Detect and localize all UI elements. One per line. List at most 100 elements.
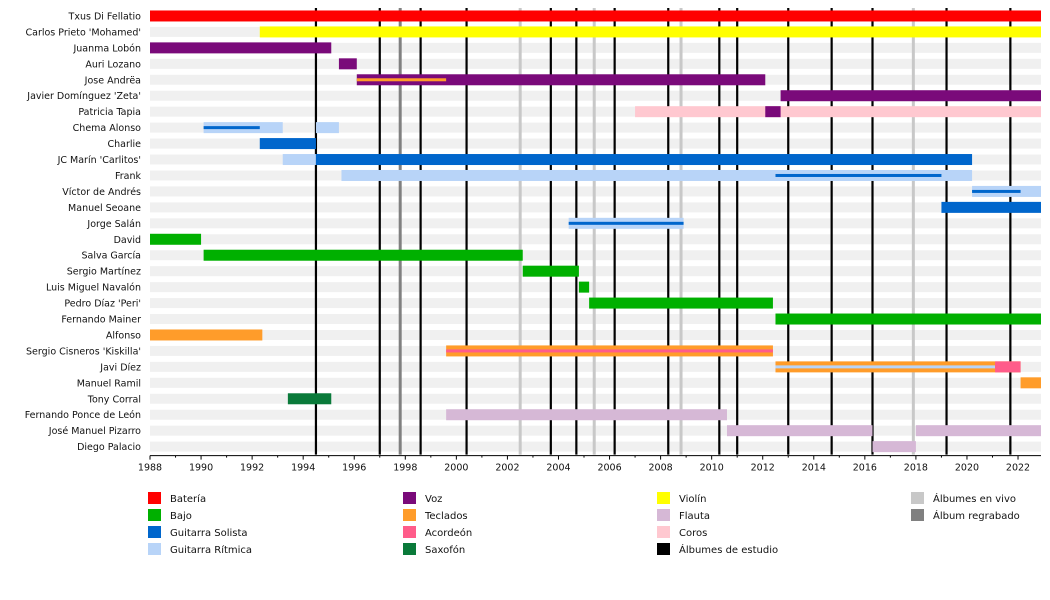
member-bar-teclados [1020,377,1041,389]
member-bar-guitarra-solista [972,189,1021,193]
member-bar-bajo [203,249,523,261]
member-bar-guitarra-ritmica [341,169,973,181]
legend-swatch-acordeon [403,526,416,538]
x-tick-label: 2018 [904,463,928,474]
member-bar-flauta [915,425,1041,437]
member-bar-guitarra-solista [941,201,1041,213]
member-name: Jorge Salán [86,219,141,230]
legend-label: Álbumes de estudio [679,543,778,556]
member-bar-guitarra-ritmica [282,154,316,166]
member-bar-flauta [446,409,727,421]
x-tick-label: 1992 [240,463,264,474]
member-bar-acordeon [446,349,773,353]
member-bar-voz [765,106,781,118]
legend-label: Bajo [170,511,192,522]
member-name: Fernando Mainer [61,315,141,326]
member-bar-voz [338,58,357,70]
member-bar-teclados [150,329,263,341]
member-bar-guitarra-solista [315,154,973,166]
legend-swatch-coros [657,526,670,538]
member-bars [150,10,1041,453]
member-name: Salva García [81,251,141,262]
member-name: Javi Díez [99,362,141,373]
x-tick-label: 2000 [444,463,468,474]
member-name: JC Marín 'Carlitos' [57,155,141,166]
x-tick-label: 1988 [138,463,162,474]
member-bar-guitarra-ritmica [315,122,339,134]
member-bar-bajo [589,297,773,309]
x-tick-label: 2020 [955,463,979,474]
x-tick-label: 1998 [393,463,417,474]
member-name: Víctor de Andrés [62,187,141,198]
legend-swatch-guitarra-solista [148,526,161,538]
member-bar-acordeon [995,361,1021,373]
member-name: Alfonso [106,330,141,341]
member-name: David [114,235,141,246]
member-bar-coros [635,106,1041,118]
legend-label: Álbum regrabado [933,509,1020,522]
x-tick-label: 2010 [700,463,724,474]
member-name: Sergio Martínez [67,267,141,278]
member-bar-flauta [872,441,916,453]
member-bar-violin [259,26,1041,38]
member-name: Auri Lozano [85,59,141,70]
legend-swatch-guitarra-ritmica [148,543,161,555]
member-bar-bajo [150,233,202,245]
legend-label: Saxofón [425,544,465,556]
member-name: Fernando Ponce de León [25,410,141,421]
x-tick-label: 2004 [546,463,570,474]
member-bar-voz [780,90,1041,102]
member-name: Luis Miguel Navalón [46,283,141,294]
legend-label: Acordeón [425,527,472,539]
legend-swatch-saxofon [403,543,416,555]
member-bar-guitarra-solista [259,138,316,150]
x-tick-label: 1994 [291,463,315,474]
member-names: Txus Di Fellatio Carlos Prieto 'Mohamed' J… [25,11,142,453]
legend-label: Batería [170,493,206,505]
member-bar-bajo [578,281,590,293]
member-name: José Manuel Pizarro [48,426,141,437]
x-tick-label: 1990 [189,463,213,474]
legend-swatch-voz [403,492,416,504]
x-tick-label: 2014 [802,463,826,474]
legend-label: Teclados [424,511,468,522]
x-tick-label: 2022 [1006,463,1030,474]
member-bar-guitarra-solista [203,126,260,130]
x-tick-label: 2016 [853,463,877,474]
member-bar-flauta [726,425,873,437]
member-bar-guitarra-ritmica [775,365,996,369]
member-bar-saxofon [287,393,332,405]
legend: Batería Bajo Guitarra Solista Guitarra Rítm… [148,492,1020,556]
legend-label: Flauta [679,511,710,522]
member-name: Frank [115,171,142,182]
member-name: Juanma Lobón [72,43,141,54]
legend-swatch-live [911,492,924,504]
legend-label: Guitarra Rítmica [170,544,252,556]
legend-label: Coros [679,528,707,539]
member-bar-bajo [522,265,579,277]
member-bar-voz [356,74,766,86]
member-bar-guitarra-solista [568,221,684,225]
legend-swatch-rerecorded [911,509,924,521]
x-tick-label: 2008 [649,463,673,474]
legend-swatch-teclados [403,509,416,521]
legend-swatch-violin [657,492,670,504]
member-bar-voz [150,42,332,54]
member-name: Pedro Díaz 'Peri' [64,299,141,310]
legend-swatch-flauta [657,509,670,521]
legend-swatch-bateria [148,492,161,504]
x-tick-label: 2006 [597,463,621,474]
member-name: Carlos Prieto 'Mohamed' [26,27,142,38]
x-axis: 1988 1990 1992 1994 1996 1998 2000 2002 2004 2006… [138,455,1041,474]
member-bar-teclados [356,78,447,82]
member-name: Jose Andrëa [84,75,141,86]
x-tick-label: 1996 [342,463,366,474]
member-name: Sergio Cisneros 'Kiskilla' [26,346,141,357]
legend-swatch-studio [657,543,670,555]
member-name: Diego Palacio [77,442,141,453]
x-tick-label: 2002 [495,463,519,474]
legend-label: Voz [425,494,442,505]
member-name: Txus Di Fellatio [68,11,142,22]
member-name: Charlie [107,139,141,150]
